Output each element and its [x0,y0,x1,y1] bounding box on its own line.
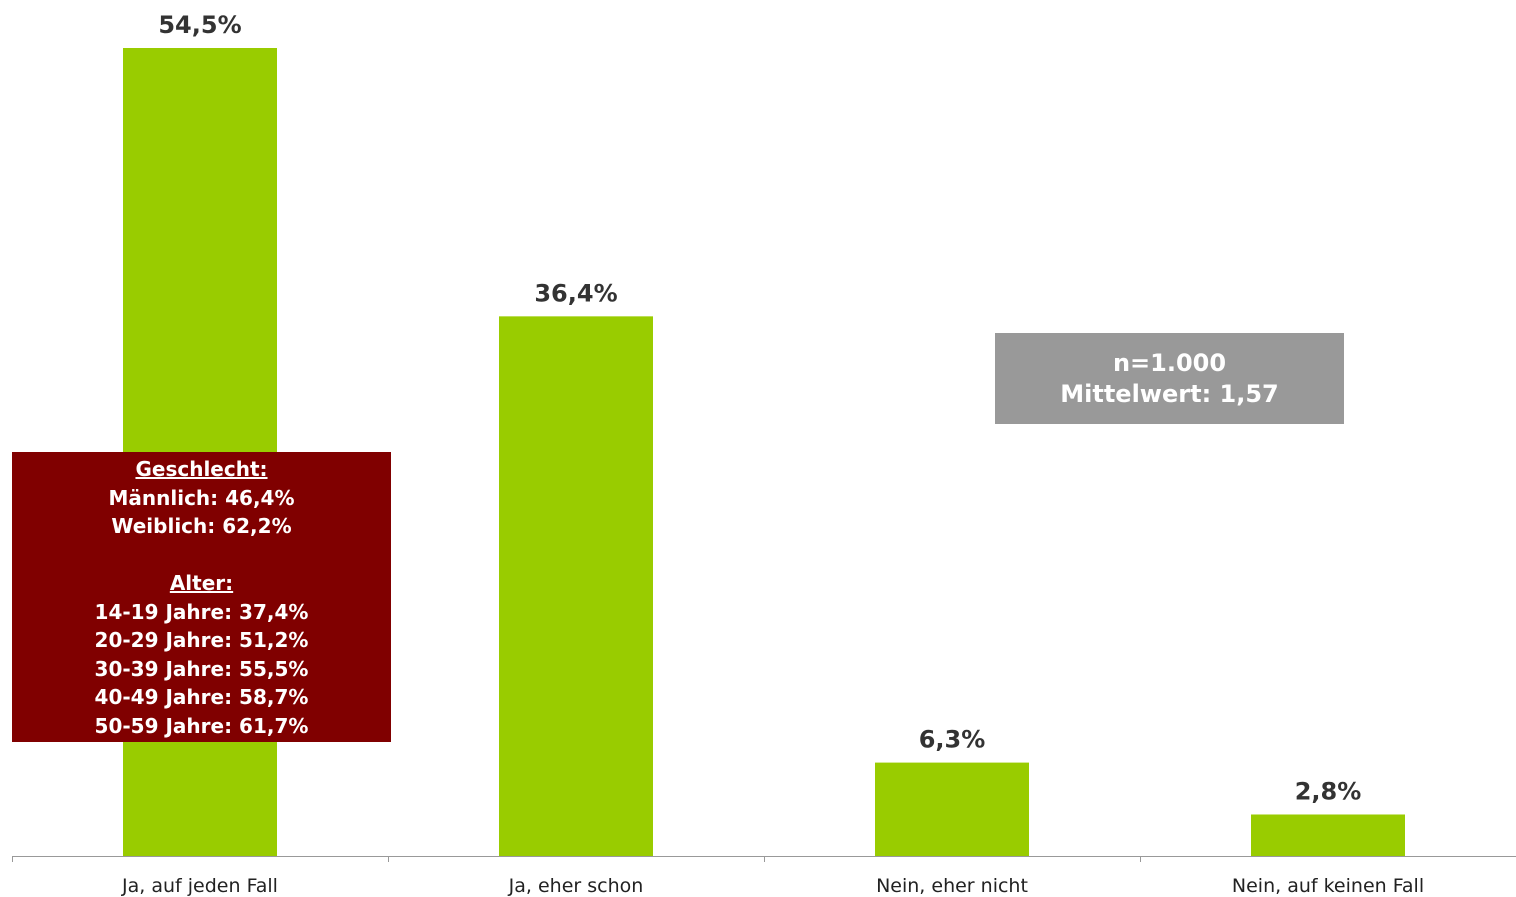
spacer [12,541,391,570]
bar-value-label: 6,3% [919,726,986,754]
sample-size: n=1.000 [1112,349,1227,377]
age-30-39-value: 30-39 Jahre: 55,5% [94,656,309,681]
male-value: Männlich: 46,4% [108,485,295,510]
sample-summary-box: n=1.000 Mittelwert: 1,57 [995,333,1344,424]
value-labels-group: 54,5% 36,4% 6,3% 2,8% [158,11,1361,805]
age-20-29-value: 20-29 Jahre: 51,2% [94,628,309,652]
bar [1251,814,1405,856]
age-50-59-value: 50-59 Jahre: 61,7% [94,713,309,738]
female-value: Weiblich: 62,2% [111,514,292,538]
x-axis-ticks [12,856,1141,862]
category-label: Ja, auf jeden Fall [121,875,278,897]
bar [875,762,1029,856]
category-labels-group: Ja, auf jeden Fall Ja, eher schon Nein, eh… [121,875,1424,897]
age-40-49-value: 40-49 Jahre: 58,7% [94,685,309,709]
gender-age-breakdown-box: Geschlecht: Männlich: 46,4% Weiblich: 62… [12,452,391,742]
category-label: Ja, eher schon [508,875,644,897]
category-label: Nein, auf keinen Fall [1232,875,1424,897]
bar-value-label: 36,4% [534,279,617,307]
bar [499,316,653,856]
mean-value: Mittelwert: 1,57 [1060,380,1279,408]
gender-heading: Geschlecht: [135,457,268,481]
age-14-19-value: 14-19 Jahre: 37,4% [94,599,309,624]
bar-value-label: 2,8% [1295,777,1362,805]
category-label: Nein, eher nicht [876,875,1028,897]
age-heading: Alter: [169,571,234,595]
bar-value-label: 54,5% [158,11,241,39]
